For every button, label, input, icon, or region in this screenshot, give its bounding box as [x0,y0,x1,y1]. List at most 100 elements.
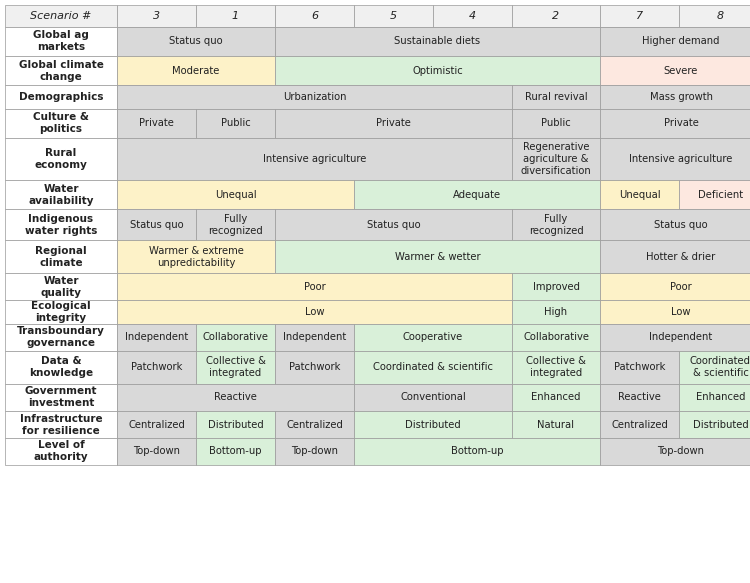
Text: Warmer & wetter: Warmer & wetter [394,251,480,262]
Bar [196,5,275,27]
Text: Distributed: Distributed [693,420,748,430]
Bar [275,240,600,273]
Text: Patchwork: Patchwork [289,363,340,373]
Bar [512,411,600,438]
Text: Collaborative: Collaborative [202,332,268,342]
Text: Regenerative
agriculture &
diversification: Regenerative agriculture & diversificati… [520,142,591,176]
Text: Cooperative: Cooperative [403,332,463,342]
Text: Coordinated
& scientific: Coordinated & scientific [690,356,750,378]
Bar [354,180,600,209]
Text: Top-down: Top-down [291,447,338,456]
Bar [600,411,679,438]
Bar [600,240,750,273]
Bar [275,351,354,384]
Bar [354,324,512,351]
Bar [275,56,600,85]
Bar [354,351,512,384]
Bar [512,109,600,138]
Bar [117,384,354,411]
Bar [117,209,196,240]
Bar [117,300,512,324]
Text: Top-down: Top-down [133,447,180,456]
Bar [600,5,679,27]
Text: Scenario #: Scenario # [30,11,92,21]
Text: Centralized: Centralized [286,420,343,430]
Bar [117,351,196,384]
Text: Private: Private [139,118,174,128]
Text: 8: 8 [717,11,724,21]
Bar [5,109,117,138]
Text: Private: Private [664,118,698,128]
Bar [117,240,275,273]
Text: 4: 4 [469,11,476,21]
Text: 2: 2 [553,11,560,21]
Text: Optimistic: Optimistic [413,65,463,76]
Text: Natural: Natural [538,420,574,430]
Text: Distributed: Distributed [405,420,460,430]
Bar [196,438,275,465]
Bar [679,384,750,411]
Text: Level of
authority: Level of authority [34,441,88,462]
Text: 6: 6 [311,11,318,21]
Text: Improved: Improved [532,282,580,292]
Text: Higher demand: Higher demand [642,37,720,47]
Bar [600,27,750,56]
Bar [600,85,750,109]
Text: Adequate: Adequate [453,189,501,199]
Text: Fully
recognized: Fully recognized [208,213,262,236]
Text: Water
availability: Water availability [28,184,94,205]
Text: Reactive: Reactive [618,392,661,402]
Text: Intensive agriculture: Intensive agriculture [262,154,366,164]
Text: Reactive: Reactive [214,392,257,402]
Bar [275,27,600,56]
Bar [512,5,600,27]
Text: 5: 5 [390,11,397,21]
Text: Unequal: Unequal [214,189,256,199]
Text: Moderate: Moderate [172,65,220,76]
Bar [512,273,600,300]
Text: Coordinated & scientific: Coordinated & scientific [373,363,493,373]
Bar [5,411,117,438]
Text: Poor: Poor [670,282,692,292]
Text: Ecological
integrity: Ecological integrity [32,301,91,323]
Text: 3: 3 [153,11,160,21]
Text: Global ag
markets: Global ag markets [33,30,89,52]
Bar [117,85,512,109]
Text: Transboundary
governance: Transboundary governance [17,326,105,349]
Text: Urbanization: Urbanization [283,92,346,102]
Text: Independent: Independent [283,332,346,342]
Bar [600,351,679,384]
Bar [5,273,117,300]
Text: Collaborative: Collaborative [523,332,589,342]
Text: Collective &
integrated: Collective & integrated [526,356,586,378]
Bar [512,138,600,180]
Text: Low: Low [671,307,691,317]
Bar [600,56,750,85]
Text: Culture &
politics: Culture & politics [33,113,89,135]
Text: Fully
recognized: Fully recognized [529,213,584,236]
Text: Bottom-up: Bottom-up [209,447,262,456]
Text: Mass growth: Mass growth [650,92,712,102]
Bar [5,27,117,56]
Bar [5,180,117,209]
Bar [117,138,512,180]
Text: Regional
climate: Regional climate [35,245,87,268]
Bar [600,324,750,351]
Text: Sustainable diets: Sustainable diets [394,37,481,47]
Text: Data &
knowledge: Data & knowledge [29,356,93,378]
Bar [5,384,117,411]
Text: Independent: Independent [650,332,712,342]
Bar [600,438,750,465]
Bar [354,438,600,465]
Bar [512,384,600,411]
Text: 1: 1 [232,11,239,21]
Bar [600,180,679,209]
Bar [117,438,196,465]
Bar [5,324,117,351]
Bar [275,438,354,465]
Text: Conventional: Conventional [400,392,466,402]
Bar [275,324,354,351]
Text: Bottom-up: Bottom-up [451,447,503,456]
Bar [679,351,750,384]
Bar [512,85,600,109]
